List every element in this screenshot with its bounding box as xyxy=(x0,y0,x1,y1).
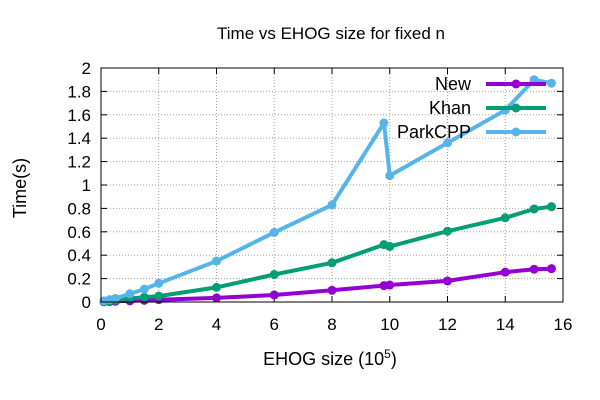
data-point-parkcpp xyxy=(529,75,539,85)
legend-label-khan: Khan xyxy=(429,98,471,118)
data-point-new xyxy=(500,267,510,277)
data-point-parkcpp xyxy=(385,171,395,181)
y-tick-label: 0.4 xyxy=(67,246,91,265)
x-tick-label: 0 xyxy=(96,315,105,334)
series-new xyxy=(99,264,556,307)
x-tick-label: 16 xyxy=(554,315,573,334)
legend-marker-parkcpp xyxy=(511,127,521,137)
series-parkcpp xyxy=(99,75,556,306)
x-axis-label-main: EHOG size (10 xyxy=(263,349,384,369)
data-point-new xyxy=(443,276,452,286)
y-tick-label: 0.6 xyxy=(67,223,91,242)
legend-label-parkcpp: ParkCPP xyxy=(397,122,471,142)
data-point-parkcpp xyxy=(443,138,452,148)
y-tick-label: 1.2 xyxy=(67,153,91,172)
data-point-new xyxy=(546,264,556,274)
y-tick-label: 1 xyxy=(82,176,91,195)
series-line-new xyxy=(101,266,554,304)
series-line-parkcpp xyxy=(101,77,554,303)
data-point-khan xyxy=(139,292,149,302)
data-point-parkcpp xyxy=(212,256,221,266)
series-layer xyxy=(99,75,556,307)
x-tick-label: 6 xyxy=(270,315,279,334)
legend: New Khan ParkCPP xyxy=(397,74,546,142)
data-point-new xyxy=(385,280,395,290)
y-tick-label: 2 xyxy=(82,59,91,78)
x-tick-label: 14 xyxy=(496,315,515,334)
x-tick-label: 8 xyxy=(327,315,336,334)
y-tick-label: 1.4 xyxy=(67,129,91,148)
x-tick-label: 2 xyxy=(154,315,163,334)
data-point-new xyxy=(529,264,539,274)
data-point-new xyxy=(327,285,337,295)
data-point-parkcpp xyxy=(379,118,389,128)
data-point-new xyxy=(269,290,279,300)
data-point-parkcpp xyxy=(125,289,135,299)
data-point-khan xyxy=(212,282,221,292)
x-tick-label: 4 xyxy=(212,315,221,334)
data-point-khan xyxy=(327,258,337,268)
data-point-parkcpp xyxy=(139,284,149,294)
legend-entry-parkcpp: ParkCPP xyxy=(397,122,546,142)
data-point-khan xyxy=(443,226,452,236)
data-point-parkcpp xyxy=(110,293,120,303)
data-point-parkcpp xyxy=(327,200,337,210)
chart-title: Time vs EHOG size for fixed n xyxy=(217,24,445,43)
data-point-khan xyxy=(269,270,279,280)
y-axis-label: Time(s) xyxy=(10,158,30,218)
data-point-khan xyxy=(529,204,539,214)
y-tick-label: 0.2 xyxy=(67,270,91,289)
data-point-khan xyxy=(500,213,510,223)
y-tick-label: 0 xyxy=(82,293,91,312)
data-point-khan xyxy=(546,202,556,212)
legend-marker-new xyxy=(511,79,521,89)
legend-label-new: New xyxy=(435,74,472,94)
legend-entry-khan: Khan xyxy=(429,98,546,118)
axis-ticks: 0 2 4 6 8 10 12 14 16 0 0.2 0.4 0.6 0.8 1 1.2 1.4 1.6 1.8 2 xyxy=(67,59,572,334)
data-point-parkcpp xyxy=(269,227,279,237)
x-axis-label-exponent: 5 xyxy=(384,347,391,361)
data-point-parkcpp xyxy=(546,78,556,88)
plot-frame xyxy=(100,67,564,303)
series-line-khan xyxy=(101,204,554,304)
data-point-khan xyxy=(385,241,395,251)
y-tick-label: 1.8 xyxy=(67,82,91,101)
legend-entry-new: New xyxy=(435,74,546,94)
legend-marker-khan xyxy=(511,103,521,113)
x-tick-label: 12 xyxy=(438,315,457,334)
y-tick-label: 0.8 xyxy=(67,199,91,218)
data-point-khan xyxy=(154,291,164,301)
x-axis-label: EHOG size (105) xyxy=(263,347,397,369)
x-axis-label-tail: ) xyxy=(391,349,397,369)
y-tick-label: 1.6 xyxy=(67,106,91,125)
data-point-new xyxy=(212,293,221,303)
data-point-parkcpp xyxy=(154,278,164,288)
grid-lines xyxy=(101,68,563,302)
x-tick-label: 10 xyxy=(380,315,399,334)
